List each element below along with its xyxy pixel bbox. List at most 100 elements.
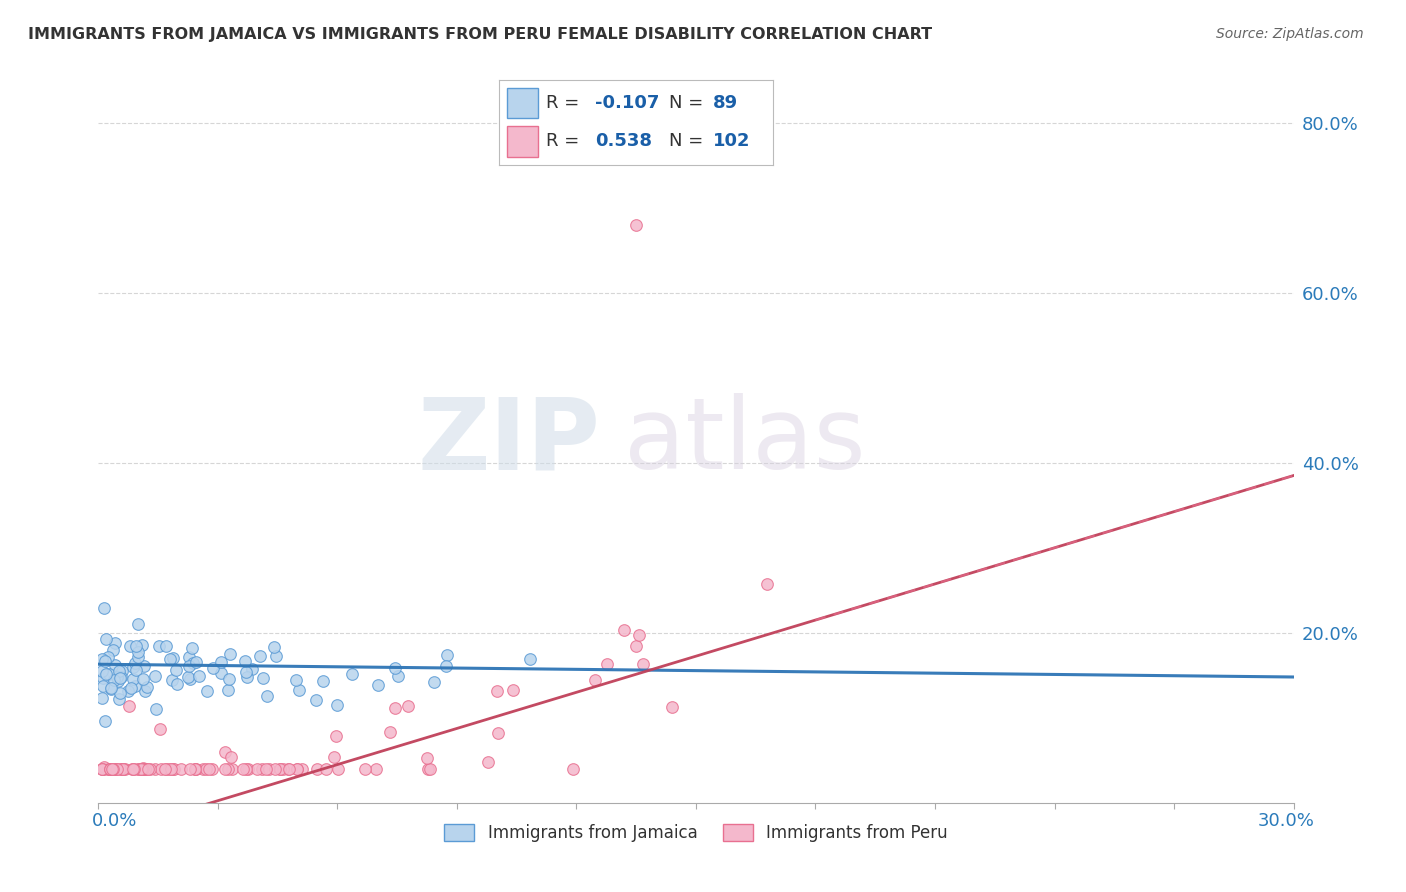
Point [214,745,236,759]
Point [97,667,120,681]
Point [378,725,401,739]
Point [519,652,541,666]
Point [104,657,127,672]
Point [136,680,159,694]
Point [257,762,280,776]
Text: R =: R = [546,95,585,112]
Point [240,662,263,676]
Point [354,762,377,776]
Point [111,664,134,678]
Point [121,673,143,687]
Point [165,664,187,678]
Point [112,762,135,776]
Point [105,762,128,776]
Point [191,762,214,776]
Text: -0.107: -0.107 [595,95,659,112]
Point [118,639,141,653]
Point [631,657,654,671]
Point [596,657,619,672]
Point [111,762,134,776]
Point [235,762,257,776]
Point [160,673,183,687]
Point [396,698,419,713]
Point [159,652,181,666]
Point [221,762,243,776]
Point [305,693,328,707]
Point [384,701,406,715]
Point [132,761,155,775]
Point [166,677,188,691]
FancyBboxPatch shape [508,88,537,119]
Point [201,762,224,776]
Point [114,762,136,776]
Point [131,762,153,776]
Point [94,654,117,668]
Point [326,762,349,776]
Point [143,762,166,776]
Point [415,751,437,765]
Point [104,636,127,650]
Point [124,639,146,653]
Point [285,762,308,776]
Point [107,674,129,689]
Point [312,674,335,689]
Point [436,648,458,663]
Point [197,762,219,776]
Point [94,632,117,647]
Point [103,673,125,688]
Point [124,656,146,670]
Point [105,762,128,776]
Text: ZIP: ZIP [418,393,600,490]
Point [624,639,647,653]
Point [127,645,149,659]
Point [155,762,177,776]
Point [108,686,131,700]
Point [100,681,122,695]
Point [91,762,114,776]
Point [423,675,446,690]
Point [217,762,239,776]
Point [131,639,153,653]
Text: 102: 102 [713,132,751,150]
Point [269,762,291,776]
Point [127,762,149,776]
Point [218,672,240,686]
Point [121,762,143,776]
Point [100,762,122,776]
Point [307,762,329,776]
Point [100,762,122,776]
Point [128,762,150,776]
Point [91,762,114,776]
Point [131,672,153,686]
Point [236,671,259,685]
Point [143,668,166,682]
Point [127,650,149,665]
Point [183,762,205,776]
Point [179,762,201,776]
Point [486,726,509,740]
Point [104,762,127,776]
Point [159,762,181,776]
Point [93,762,115,776]
Point [184,762,207,776]
Point [291,762,314,776]
Point [132,762,155,776]
Point [583,673,606,687]
Point [91,679,114,693]
Point [179,658,201,673]
Text: 30.0%: 30.0% [1258,812,1315,830]
Point [263,640,285,654]
Point [105,670,128,684]
Point [97,762,120,776]
Point [110,671,132,685]
Point [110,762,132,776]
Point [502,683,524,698]
Point [170,762,193,776]
Point [135,762,157,776]
Text: Source: ZipAtlas.com: Source: ZipAtlas.com [1216,27,1364,41]
Point [149,762,172,776]
Point [384,661,406,675]
Point [277,762,299,776]
Point [326,698,349,712]
Point [367,678,389,692]
